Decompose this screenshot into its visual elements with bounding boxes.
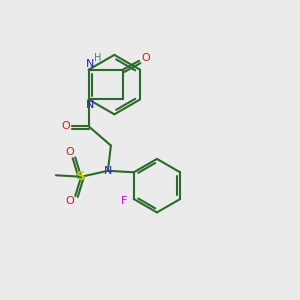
Text: S: S xyxy=(76,170,86,183)
Text: O: O xyxy=(65,196,74,206)
Text: N: N xyxy=(86,59,94,69)
Text: F: F xyxy=(121,196,127,206)
Text: O: O xyxy=(141,53,150,63)
Text: N: N xyxy=(104,166,112,176)
Text: O: O xyxy=(65,147,74,157)
Text: N: N xyxy=(86,100,94,110)
Text: H: H xyxy=(94,53,102,63)
Text: O: O xyxy=(61,121,70,131)
